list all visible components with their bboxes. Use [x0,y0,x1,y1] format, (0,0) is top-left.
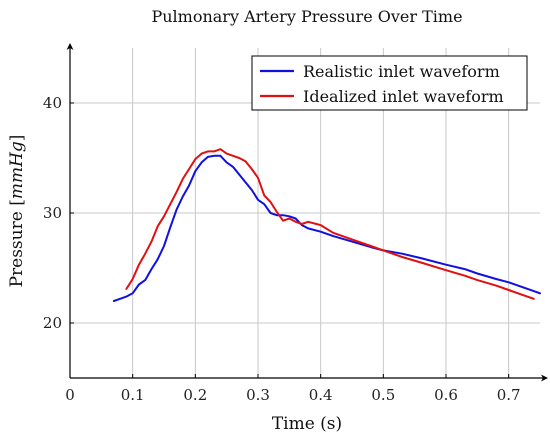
series-line-idealized [125,148,535,300]
x-tick-label: 0.7 [497,386,521,404]
x-tick-label: 0.6 [434,386,458,404]
x-tick-label: 0.1 [121,386,145,404]
legend-box [251,55,528,111]
x-tick-label: 0.3 [246,386,270,404]
y-axis-arrow [66,43,74,50]
x-axis-title: Time (s) [272,414,342,434]
legend-label-realistic: Realistic inlet waveform [303,62,500,81]
tick-labels: 0 0.1 0.2 0.3 0.4 0.5 0.6 0.7 20 30 40 [43,94,521,404]
y-tick-label: 30 [43,204,62,222]
series-line-realistic [112,154,541,302]
y-axis-title: Pressure [mmHg] [7,135,27,288]
x-tick-label: 0.5 [371,386,395,404]
y-axis-title-unit: mmHg [7,141,27,199]
x-axis-arrow [541,374,548,382]
y-tick-label: 20 [43,314,62,332]
y-tick-label: 40 [43,94,62,112]
y-axis-title-prefix: Pressure [ [7,199,27,287]
legend: Realistic inlet waveform Idealized inlet… [251,55,528,111]
x-tick-label: 0.4 [309,386,333,404]
x-tick-label: 0.2 [183,386,207,404]
x-tick-label: 0 [65,386,75,404]
chart-title: Pulmonary Artery Pressure Over Time [151,7,462,26]
y-axis-title-suffix: ] [7,135,27,142]
axes [66,43,548,382]
data-series [112,148,541,302]
legend-label-idealized: Idealized inlet waveform [303,87,504,106]
